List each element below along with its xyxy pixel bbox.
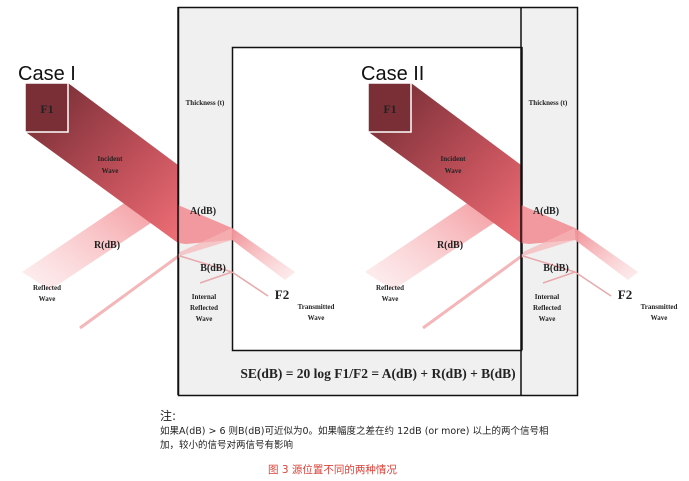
transmitted-wave-label: Transmitted (298, 303, 335, 311)
reflected-wave-label: Wave (382, 295, 399, 303)
reflection-label: R(dB) (437, 240, 463, 251)
incident-wave-label: Wave (445, 167, 462, 175)
internal-reflected-label: Wave (196, 315, 213, 323)
thickness-label: Thickness (t) (186, 99, 225, 107)
case-2-group: F1 Case II Thickness (t) Incident Wave A(dB) R… (361, 7, 678, 395)
source-f1-box (367, 82, 412, 133)
note-line-2: 加，较小的信号对两信号有影响 (160, 440, 294, 451)
internal-reflected-label: Internal (535, 293, 560, 301)
internal-reflected-ray (422, 253, 524, 330)
internal-reflected-label: Wave (539, 315, 556, 323)
internal-reflected-ray (79, 253, 181, 330)
transmitted-wave-label: Wave (651, 314, 668, 322)
transmitted-wave-label: Wave (308, 314, 325, 322)
incident-wave-label: Incident (441, 155, 467, 163)
internal-ray (522, 255, 576, 273)
figure-caption: 图 3 源位置不同的两种情况 (268, 464, 397, 476)
internal-reflected-label: Reflected (533, 304, 561, 312)
internal-reflected-label: Internal (192, 293, 217, 301)
absorption-label: A(dB) (190, 206, 216, 217)
thickness-label: Thickness (t) (529, 99, 568, 107)
transmitted-beam (232, 228, 295, 280)
reflected-wave-label: Reflected (33, 284, 61, 292)
internal-reflection (180, 228, 232, 256)
case-1-group: F1 Case I Thickness (t) Incident Wave A(dB) R(… (18, 7, 335, 395)
secondary-reflected-ray (542, 271, 576, 284)
internal-reflected-label: Reflected (190, 304, 218, 312)
transmitted-beam (575, 228, 638, 280)
reflection-label: R(dB) (94, 240, 120, 251)
formula: SE(dB) = 20 log F1/F2 = A(dB) + R(dB) + … (240, 366, 515, 381)
source-f1-label: F1 (383, 102, 396, 116)
multi-reflection-label: B(dB) (543, 263, 569, 274)
incident-wave-label: Wave (102, 167, 119, 175)
source-f1-label: F1 (40, 102, 53, 116)
source-f1-box (24, 82, 69, 133)
receiver-f2-label: F2 (618, 287, 632, 302)
case-title: Case II (361, 63, 424, 85)
incident-wave-label: Incident (98, 155, 124, 163)
secondary-transmitted-ray (574, 271, 612, 297)
case-title: Case I (18, 63, 76, 85)
reflected-wave-label: Wave (39, 295, 56, 303)
note-line-1: 如果A(dB) > 6 则B(dB)可近似为0。如果幅度之差在约 12dB (o… (160, 426, 549, 437)
receiver-f2-label: F2 (275, 287, 289, 302)
absorption-label: A(dB) (533, 206, 559, 217)
multi-reflection-label: B(dB) (200, 263, 226, 274)
transmitted-wave-label: Transmitted (641, 303, 678, 311)
internal-ray (179, 255, 233, 273)
note-heading: 注: (160, 409, 177, 423)
secondary-reflected-ray (199, 271, 233, 284)
internal-reflection (523, 228, 575, 256)
secondary-transmitted-ray (231, 271, 269, 297)
reflected-wave-label: Reflected (376, 284, 404, 292)
